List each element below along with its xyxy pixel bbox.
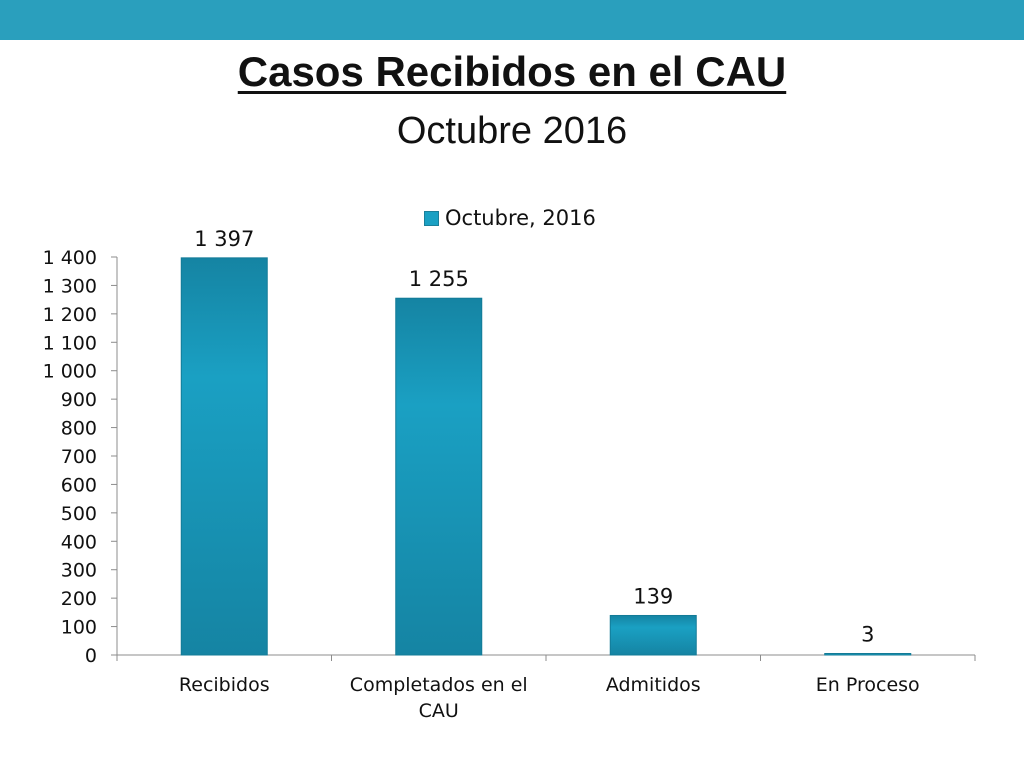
x-category-label: Admitidos — [606, 674, 701, 696]
x-category-label: Completados en el CAU — [350, 674, 528, 722]
bar — [824, 653, 912, 656]
y-tick-label: 300 — [61, 560, 97, 582]
bar — [395, 297, 483, 656]
data-label: 1 397 — [194, 227, 254, 251]
y-tick-label: 700 — [61, 446, 97, 468]
y-tick-label: 1 300 — [43, 275, 97, 297]
y-tick-label: 200 — [61, 588, 97, 610]
y-tick-label: 600 — [61, 474, 97, 496]
top-accent-bar — [0, 0, 1024, 40]
data-label: 3 — [861, 623, 874, 647]
legend-swatch — [424, 210, 439, 226]
legend: Octubre, 2016 — [424, 206, 596, 230]
y-tick-label: 1 200 — [43, 304, 97, 326]
y-tick-label: 900 — [61, 389, 97, 411]
x-category-label: Recibidos — [179, 674, 270, 696]
y-tick-label: 100 — [61, 617, 97, 639]
data-label: 139 — [633, 584, 673, 608]
legend-label: Octubre, 2016 — [445, 206, 596, 230]
y-tick-label: 400 — [61, 531, 97, 553]
y-tick-label: 1 000 — [43, 361, 97, 383]
chart-subtitle: Octubre 2016 — [396, 110, 628, 152]
x-category-label: En Proceso — [816, 674, 920, 696]
y-tick-label: 1 400 — [43, 247, 97, 269]
data-label: 1 255 — [409, 267, 469, 291]
chart-title: Casos Recibidos en el CAU — [237, 48, 787, 95]
bar — [180, 257, 268, 656]
y-tick-label: 0 — [85, 645, 97, 667]
y-tick-label: 1 100 — [43, 332, 97, 354]
y-tick-label: 500 — [61, 503, 97, 525]
bar — [609, 614, 697, 656]
y-tick-label: 800 — [61, 418, 97, 440]
